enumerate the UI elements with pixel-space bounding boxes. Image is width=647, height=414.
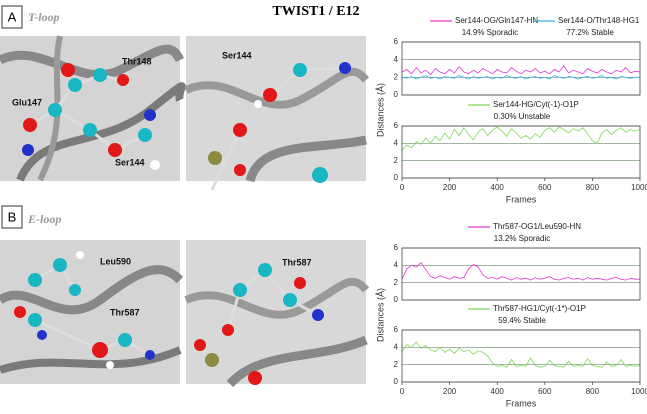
y-tick-label: 0	[394, 295, 399, 304]
x-tick-label: 0	[400, 183, 405, 192]
panel-label: A	[8, 9, 17, 24]
y-tick-label: 2	[394, 360, 399, 369]
molecule-image	[184, 240, 370, 388]
series-annotation: 77.2% Stable	[566, 28, 614, 37]
molecule-image	[0, 240, 184, 384]
y-tick-label: 6	[394, 243, 399, 252]
molecule-image	[0, 35, 186, 182]
y-tick-label: 4	[394, 55, 399, 64]
residue-label: Leu590	[100, 256, 131, 266]
y-axis-label: Distances (Å)	[375, 288, 385, 342]
x-tick-label: 1000	[631, 387, 647, 396]
residue-label: Ser144	[115, 157, 145, 167]
x-tick-label: 800	[586, 387, 600, 396]
x-tick-label: 400	[491, 387, 505, 396]
y-tick-label: 0	[394, 90, 399, 99]
residue-label: Thr587	[110, 307, 140, 317]
y-tick-label: 0	[394, 377, 399, 386]
x-tick-label: 600	[538, 387, 552, 396]
x-tick-label: 600	[538, 183, 552, 192]
legend-label: Thr587-OG1/Leu590-HN	[493, 222, 581, 231]
x-tick-label: 200	[443, 183, 457, 192]
plot-frame	[401, 125, 641, 179]
y-tick-label: 0	[394, 173, 399, 182]
residue-label: Glu147	[12, 97, 42, 107]
y-tick-label: 6	[394, 37, 399, 46]
x-tick-label: 1000	[631, 183, 647, 192]
residue-label: Thr148	[122, 56, 152, 66]
series-annotation: 0.30% Unstable	[494, 112, 551, 121]
y-tick-label: 4	[394, 342, 399, 351]
y-tick-label: 2	[394, 156, 399, 165]
series-annotation: 13.2% Sporadic	[494, 234, 550, 243]
x-tick-label: 400	[491, 183, 505, 192]
panel-label-box	[1, 5, 23, 29]
x-axis-label: Frames	[506, 398, 537, 408]
legend-label: Ser144-HG/Cyt(-1)-O1P	[493, 100, 579, 109]
plot-frame	[401, 247, 641, 301]
plot-frame	[401, 329, 641, 383]
plot-frame	[401, 41, 641, 96]
y-tick-label: 6	[394, 325, 399, 334]
residue-label: Ser144	[222, 50, 252, 60]
y-axis-label: Distances (Å)	[375, 83, 385, 137]
data-line	[401, 75, 640, 80]
legend-label: Ser144-O/Thr148-HG1	[558, 16, 640, 25]
x-tick-label: 800	[586, 183, 600, 192]
series-annotation: 14.9% Sporadic	[462, 28, 518, 37]
y-tick-label: 4	[394, 260, 399, 269]
panel-name: E-loop	[27, 212, 61, 226]
figure-title: TWIST1 / E12	[272, 4, 359, 19]
data-line	[401, 126, 641, 151]
x-tick-label: 0	[400, 387, 405, 396]
legend-label: Ser144-OG/Gln147-HN	[455, 16, 538, 25]
y-tick-label: 4	[394, 138, 399, 147]
data-line	[401, 262, 640, 281]
residue-label: Thr587	[282, 257, 312, 267]
y-tick-label: 2	[394, 72, 399, 81]
x-tick-label: 200	[443, 387, 457, 396]
data-line	[401, 65, 641, 76]
panel-label: B	[8, 209, 17, 224]
x-axis-label: Frames	[506, 194, 537, 204]
y-tick-label: 2	[394, 278, 399, 287]
series-annotation: 59.4% Stable	[498, 316, 546, 325]
molecule-image	[184, 36, 370, 191]
y-tick-label: 6	[394, 121, 399, 130]
data-line	[401, 341, 641, 368]
panel-label-box	[1, 205, 23, 229]
panel-name: T-loop	[28, 10, 60, 24]
legend-label: Thr587-HG1/Cyt(-1*)-O1P	[493, 304, 586, 313]
